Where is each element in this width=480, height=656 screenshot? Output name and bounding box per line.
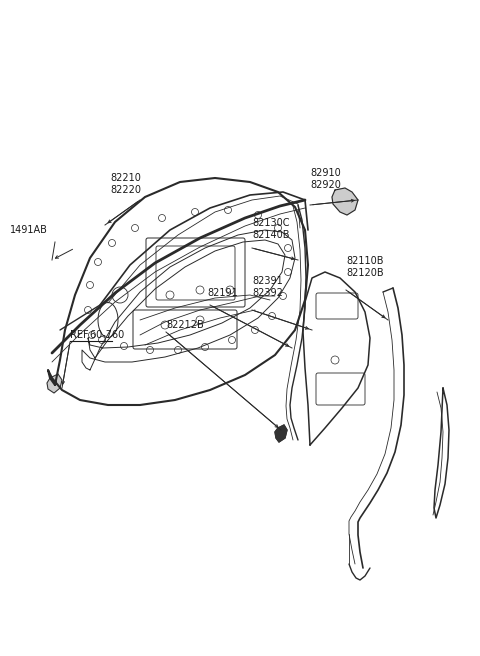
Polygon shape [47,374,62,393]
Text: 1491AB: 1491AB [10,225,48,235]
Text: 82210
82220: 82210 82220 [110,173,141,195]
Text: 82130C
82140B: 82130C 82140B [252,218,289,240]
Text: 82212B: 82212B [166,320,204,330]
Text: 82910
82920: 82910 82920 [310,169,341,190]
Polygon shape [275,425,287,442]
Text: 82391
82392: 82391 82392 [252,276,283,298]
Text: 82110B
82120B: 82110B 82120B [346,256,384,278]
Polygon shape [332,188,358,215]
Text: REF.60-760: REF.60-760 [70,330,124,340]
Text: 82191: 82191 [207,288,238,298]
